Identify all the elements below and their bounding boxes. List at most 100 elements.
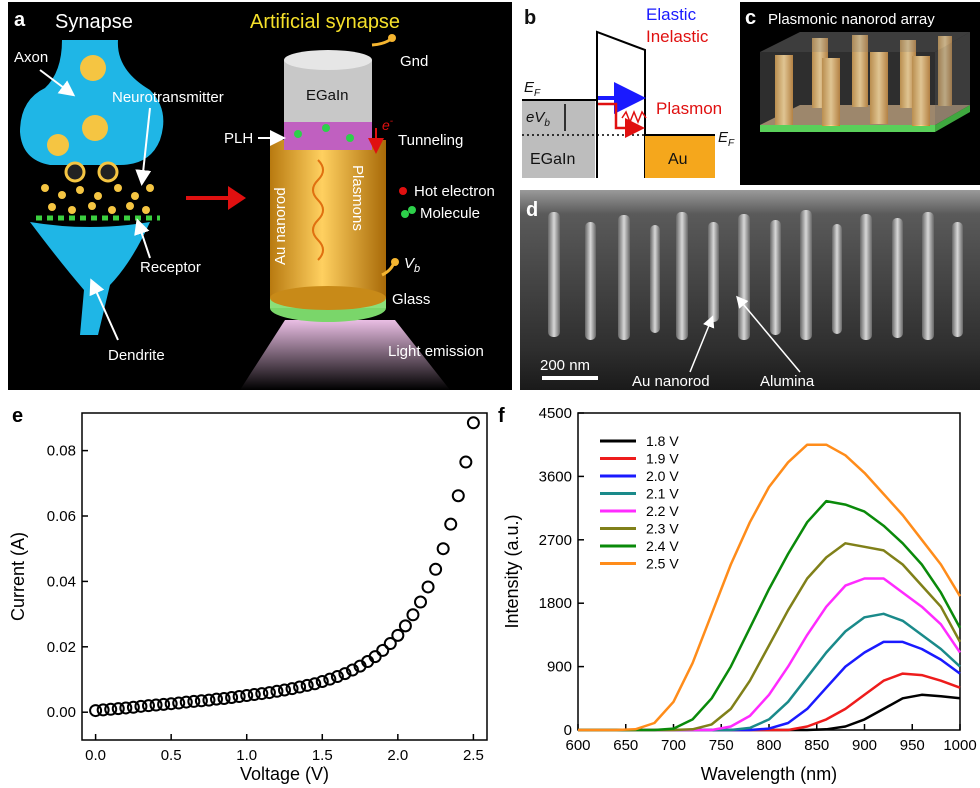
x-tick-label: 700 <box>661 737 686 754</box>
hot-electron-dot <box>399 187 407 195</box>
panel-label: a <box>14 9 26 31</box>
panel-label: e <box>12 405 23 427</box>
data-point <box>445 519 456 530</box>
legend-label: 2.1 V <box>646 486 679 502</box>
y-tick-label: 3600 <box>539 468 572 485</box>
label: 200 nm <box>540 357 590 374</box>
label: Alumina <box>760 373 815 390</box>
label: Au nanorod <box>632 373 710 390</box>
x-tick-label: 1000 <box>943 737 976 754</box>
data-point <box>453 490 464 501</box>
data-point <box>468 417 479 428</box>
x-tick-label: 850 <box>804 737 829 754</box>
series-line <box>578 614 960 730</box>
y-axis-title: Current (A) <box>8 532 28 621</box>
data-point <box>392 630 403 641</box>
gnd-contact <box>388 34 396 42</box>
x-tick-label: 600 <box>565 737 590 754</box>
label: Tunneling <box>398 132 463 149</box>
label: Hot electron <box>414 183 495 200</box>
series-line <box>578 674 960 730</box>
y-axis-title: Intensity (a.u.) <box>502 514 522 628</box>
panel-label: f <box>498 405 505 427</box>
y-tick-label: 4500 <box>539 405 572 422</box>
x-tick-label: 650 <box>613 737 638 754</box>
subscript: F <box>534 88 541 99</box>
label: Elastic <box>646 5 697 24</box>
panel-a: a Synapse Artificial synapse Axon Neurot… <box>8 2 512 390</box>
figure: a Synapse Artificial synapse Axon Neurot… <box>0 0 980 788</box>
y-tick-label: 0.06 <box>47 508 76 525</box>
label: Axon <box>14 49 48 66</box>
legend-label: 1.8 V <box>646 433 679 449</box>
label: Inelastic <box>646 27 709 46</box>
symbol: e <box>382 117 390 133</box>
y-tick-label: 1800 <box>539 595 572 612</box>
data-point <box>415 597 426 608</box>
data-point <box>302 680 313 691</box>
series-line <box>578 543 960 730</box>
label: Gnd <box>400 53 428 70</box>
plasmon-wave <box>622 112 646 122</box>
x-tick-label: 0.0 <box>85 747 106 764</box>
data-point <box>294 682 305 693</box>
y-tick-label: 900 <box>547 659 572 676</box>
panel-label: c <box>745 7 756 29</box>
legend-label: 2.2 V <box>646 503 679 519</box>
matrix-front <box>760 52 935 125</box>
panel-label: b <box>524 7 536 29</box>
x-tick-label: 2.0 <box>387 747 408 764</box>
x-tick-label: 1.0 <box>236 747 257 764</box>
data-point <box>407 609 418 620</box>
y-tick-label: 0 <box>564 722 572 739</box>
x-tick-label: 1.5 <box>312 747 333 764</box>
label: EF <box>524 79 541 99</box>
label: EGaIn <box>306 87 349 104</box>
bias-contact <box>391 258 399 266</box>
data-point <box>438 543 449 554</box>
label: Dendrite <box>108 347 165 364</box>
label: Plasmon <box>656 99 722 118</box>
x-tick-label: 950 <box>900 737 925 754</box>
plot-frame <box>82 413 487 740</box>
x-axis-title: Voltage (V) <box>240 764 329 784</box>
x-tick-label: 900 <box>852 737 877 754</box>
y-tick-label: 0.04 <box>47 573 76 590</box>
subscript: F <box>728 138 735 149</box>
panel-title: Synapse <box>55 11 133 33</box>
panel-title: Artificial synapse <box>250 11 400 33</box>
egain-top <box>284 50 372 70</box>
symbol: eV <box>526 109 546 126</box>
x-tick-label: 2.5 <box>463 747 484 764</box>
label: Glass <box>392 291 430 308</box>
subscript: b <box>414 263 420 275</box>
data-point <box>317 676 328 687</box>
label: Light emission <box>388 343 484 360</box>
series-line <box>578 642 960 730</box>
data-point <box>460 457 471 468</box>
legend-label: 2.5 V <box>646 556 679 572</box>
label: Au <box>668 151 688 168</box>
label: PLH <box>224 130 253 147</box>
series-line <box>578 579 960 731</box>
legend-label: 2.4 V <box>646 538 679 554</box>
label: Molecule <box>420 205 480 222</box>
label: Receptor <box>140 259 201 276</box>
y-tick-label: 0.08 <box>47 443 76 460</box>
x-tick-label: 0.5 <box>161 747 182 764</box>
y-tick-label: 0.00 <box>47 704 76 721</box>
panel-title: Plasmonic nanorod array <box>768 11 935 28</box>
y-tick-label: 0.02 <box>47 639 76 656</box>
legend-label: 1.9 V <box>646 451 679 467</box>
panel-b: b Elastic Inelastic Plasmon EF eVb EGaIn… <box>522 5 735 178</box>
legend-label: 2.0 V <box>646 468 679 484</box>
legend-label: 2.3 V <box>646 521 679 537</box>
label: EF <box>718 129 735 149</box>
x-tick-label: 750 <box>709 737 734 754</box>
subscript: b <box>544 118 550 129</box>
panel-label: d <box>526 199 538 221</box>
x-axis-title: Wavelength (nm) <box>701 764 837 784</box>
label: Neurotransmitter <box>112 89 224 106</box>
y-tick-label: 2700 <box>539 532 572 549</box>
data-point <box>400 620 411 631</box>
